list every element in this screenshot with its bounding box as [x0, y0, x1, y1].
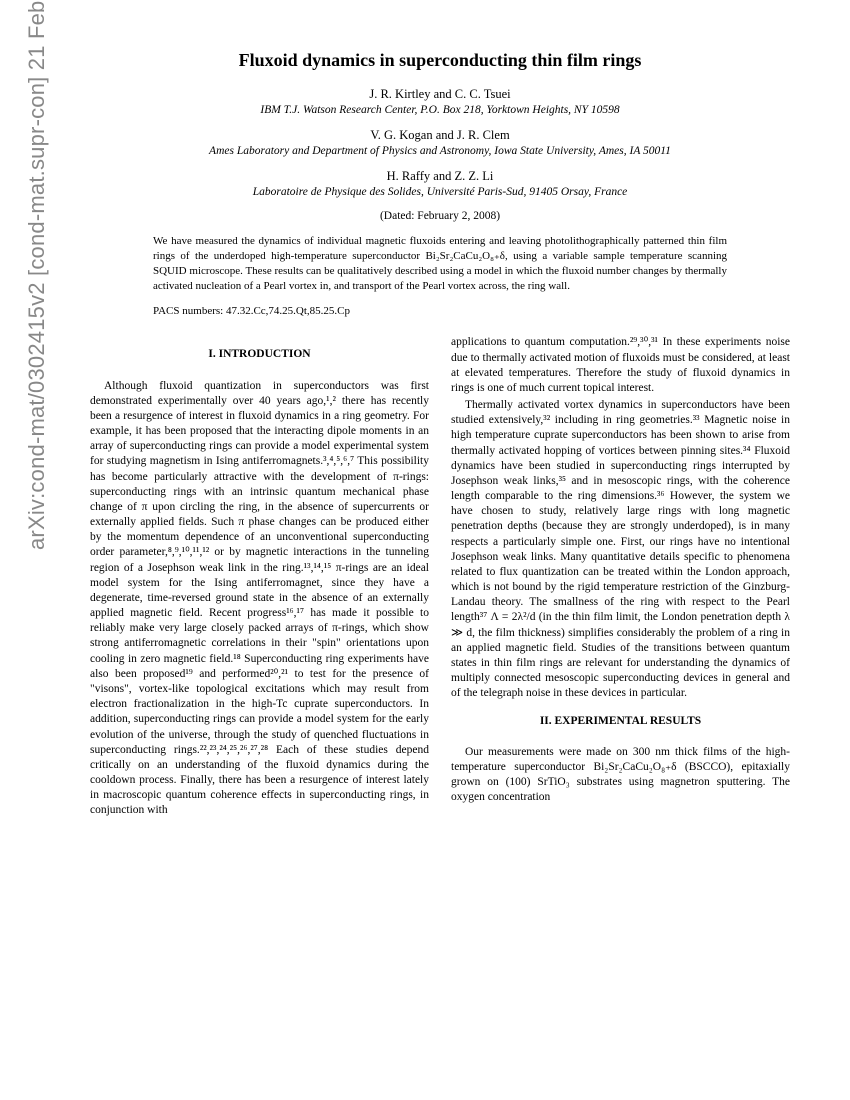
- page-content: Fluxoid dynamics in superconducting thin…: [0, 0, 850, 861]
- authors-1: J. R. Kirtley and C. C. Tsuei: [90, 87, 790, 102]
- section-intro-head: I. INTRODUCTION: [90, 347, 429, 362]
- paper-title: Fluxoid dynamics in superconducting thin…: [90, 50, 790, 71]
- left-column: I. INTRODUCTION Although fluxoid quantiz…: [90, 335, 429, 820]
- arxiv-stamp: arXiv:cond-mat/0302415v2 [cond-mat.supr-…: [24, 0, 50, 550]
- intro-para-2: Thermally activated vortex dynamics in s…: [451, 398, 790, 701]
- abstract: We have measured the dynamics of individ…: [153, 234, 727, 293]
- section-exp-head: II. EXPERIMENTAL RESULTS: [451, 714, 790, 729]
- authors-3: H. Raffy and Z. Z. Li: [90, 169, 790, 184]
- two-column-body: I. INTRODUCTION Although fluxoid quantiz…: [90, 335, 790, 820]
- pacs-numbers: PACS numbers: 47.32.Cc,74.25.Qt,85.25.Cp: [153, 305, 727, 317]
- author-block-1: J. R. Kirtley and C. C. Tsuei IBM T.J. W…: [90, 87, 790, 116]
- right-column: applications to quantum computation.²⁹,³…: [451, 335, 790, 820]
- intro-para-1: Although fluxoid quantization in superco…: [90, 379, 429, 819]
- authors-2: V. G. Kogan and J. R. Clem: [90, 128, 790, 143]
- affiliation-3: Laboratoire de Physique des Solides, Uni…: [90, 186, 790, 198]
- author-block-2: V. G. Kogan and J. R. Clem Ames Laborato…: [90, 128, 790, 157]
- exp-para-1: Our measurements were made on 300 nm thi…: [451, 745, 790, 806]
- dated-line: (Dated: February 2, 2008): [90, 210, 790, 222]
- author-block-3: H. Raffy and Z. Z. Li Laboratoire de Phy…: [90, 169, 790, 198]
- affiliation-2: Ames Laboratory and Department of Physic…: [90, 145, 790, 157]
- intro-para-cont: applications to quantum computation.²⁹,³…: [451, 335, 790, 396]
- affiliation-1: IBM T.J. Watson Research Center, P.O. Bo…: [90, 104, 790, 116]
